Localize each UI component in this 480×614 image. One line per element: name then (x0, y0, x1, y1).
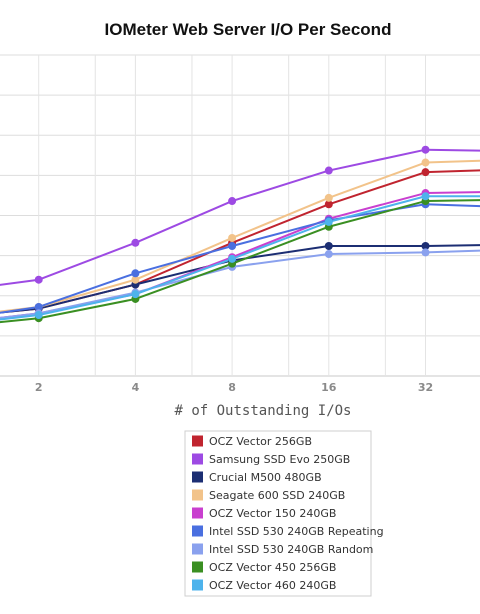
series-point (228, 241, 237, 250)
legend-swatch (192, 471, 203, 483)
series-point (324, 241, 333, 250)
series-line (0, 191, 480, 319)
legend-entry: OCZ Vector 450 256GB (209, 561, 336, 574)
series-point (324, 193, 333, 202)
series-point (421, 241, 430, 250)
legend-entry: Intel SSD 530 240GB Random (209, 543, 373, 556)
series-point (131, 275, 140, 284)
series-point (421, 145, 430, 154)
legend-swatch (192, 525, 203, 537)
legend-swatch (192, 561, 203, 573)
x-tick-label: 32 (418, 381, 433, 394)
grid (0, 54, 480, 377)
x-tick-label: 4 (132, 381, 140, 394)
series-point (34, 275, 43, 284)
legend-entry: OCZ Vector 150 240GB (209, 507, 336, 520)
legend-entry: OCZ Vector 256GB (209, 435, 312, 448)
series-point (421, 168, 430, 177)
legend-entry: Samsung SSD Evo 250GB (209, 453, 350, 466)
series-point (421, 192, 430, 201)
legend-swatch (192, 489, 203, 501)
series-lines (0, 148, 480, 324)
legend-box (184, 430, 372, 597)
x-tick-label: 16 (321, 381, 337, 394)
x-tick-label: 8 (228, 381, 236, 394)
series-point (228, 254, 237, 263)
series-line (0, 148, 480, 286)
series-point (228, 233, 237, 242)
legend-swatch (192, 435, 203, 447)
legend: OCZ Vector 256GB Samsung SSD Evo 250GB Cru… (184, 430, 384, 597)
legend-entry: OCZ Vector 460 240GB (209, 579, 336, 592)
legend-entry: Intel SSD 530 240GB Repeating (209, 525, 384, 538)
series-point (324, 200, 333, 209)
legend-entry: Seagate 600 SSD 240GB (209, 489, 345, 502)
series-point (34, 311, 43, 320)
series-point (324, 166, 333, 175)
legend-entry: Crucial M500 480GB (209, 471, 322, 484)
series-point (131, 269, 140, 278)
chart-title: IOMeter Web Server I/O Per Second (105, 20, 392, 39)
series-point (131, 290, 140, 299)
legend-swatch (192, 453, 203, 465)
series-line (0, 203, 480, 314)
series-point (421, 158, 430, 167)
series-points (34, 145, 430, 323)
series-point (34, 302, 43, 311)
series-point (324, 250, 333, 259)
legend-swatch (192, 579, 203, 591)
series-point (228, 197, 237, 206)
legend-swatch (192, 543, 203, 555)
series-point (324, 217, 333, 226)
x-axis-label: # of Outstanding I/Os (174, 403, 351, 419)
series-point (421, 248, 430, 257)
series-point (131, 238, 140, 247)
legend-swatch (192, 507, 203, 519)
x-axis-ticks: 2 4 8 16 32 (35, 381, 433, 394)
x-tick-label: 2 (35, 381, 43, 394)
